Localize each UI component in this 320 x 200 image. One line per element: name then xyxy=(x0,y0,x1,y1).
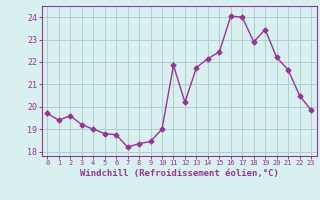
X-axis label: Windchill (Refroidissement éolien,°C): Windchill (Refroidissement éolien,°C) xyxy=(80,169,279,178)
